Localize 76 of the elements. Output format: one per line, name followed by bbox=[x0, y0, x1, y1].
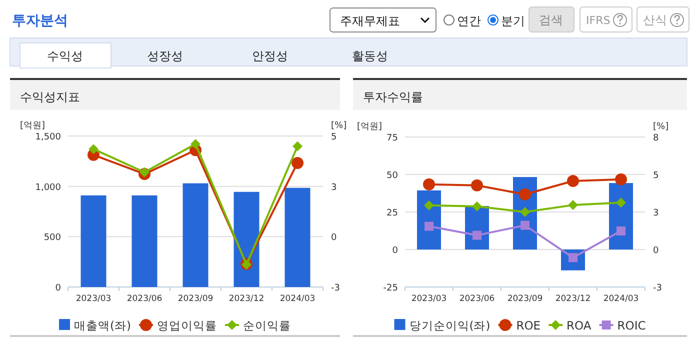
point bbox=[292, 156, 304, 169]
point bbox=[424, 222, 434, 231]
x-tick-label: 2023/03 bbox=[76, 294, 112, 304]
text: 분기 bbox=[501, 14, 525, 28]
y2-tick-label: 5 bbox=[653, 171, 659, 182]
point bbox=[471, 179, 483, 192]
point bbox=[567, 175, 579, 188]
legend-label: 매출액(좌) bbox=[74, 318, 131, 332]
chart-title: 수익성지표 bbox=[20, 90, 80, 104]
y-axis-title: [억원] bbox=[357, 122, 382, 132]
point bbox=[140, 167, 150, 178]
y-tick-label: 1,500 bbox=[35, 132, 62, 142]
point bbox=[190, 139, 200, 150]
text: 성장성 bbox=[147, 49, 183, 63]
text: 안정성 bbox=[252, 49, 288, 63]
y-axis-title: [억원] bbox=[20, 121, 46, 131]
y2-axis-title: [%] bbox=[331, 121, 347, 131]
point bbox=[615, 173, 627, 186]
y2-tick-label: 5 bbox=[331, 132, 337, 142]
point bbox=[424, 200, 434, 210]
y2-tick-label: 0 bbox=[653, 246, 659, 256]
y2-tick-label: -3 bbox=[653, 284, 662, 294]
legend-label: ROE bbox=[516, 318, 541, 332]
text: 투자분석 bbox=[12, 13, 68, 29]
point bbox=[88, 144, 98, 154]
text: 활동성 bbox=[352, 49, 388, 63]
point bbox=[292, 141, 302, 152]
point bbox=[519, 188, 531, 200]
y2-tick-label: 8 bbox=[653, 134, 659, 144]
y2-tick-label: 3 bbox=[331, 182, 337, 193]
y2-tick-label: 3 bbox=[653, 208, 659, 218]
legend-label: 순이익률 bbox=[242, 318, 291, 332]
text: 연간 bbox=[457, 14, 481, 28]
x-tick-label: 2023/09 bbox=[507, 294, 543, 304]
point bbox=[472, 230, 482, 240]
y-tick-label: 500 bbox=[44, 233, 62, 244]
y-tick-label: 25 bbox=[386, 208, 398, 218]
text: 수익성 bbox=[47, 49, 83, 63]
y-tick-label: 75 bbox=[386, 134, 398, 144]
legend-label: ROA bbox=[566, 318, 592, 332]
x-tick-label: 2023/12 bbox=[228, 294, 264, 304]
text: 검색 bbox=[539, 13, 563, 27]
point bbox=[568, 200, 578, 210]
point bbox=[616, 198, 626, 208]
text: 주재무제표 bbox=[340, 14, 400, 28]
x-tick-label: 2024/03 bbox=[280, 294, 316, 304]
y-tick-label: 1,000 bbox=[35, 182, 62, 193]
x-tick-label: 2023/03 bbox=[411, 294, 447, 304]
y-tick-label: 0 bbox=[55, 284, 62, 294]
x-tick-label: 2023/09 bbox=[178, 294, 214, 304]
x-tick-label: 2023/06 bbox=[126, 294, 162, 304]
bar bbox=[80, 195, 106, 287]
bar bbox=[182, 183, 208, 287]
point bbox=[520, 206, 530, 217]
point bbox=[616, 226, 626, 236]
y2-tick-label: 0 bbox=[331, 233, 337, 244]
y2-tick-label: -3 bbox=[331, 284, 340, 294]
bar bbox=[284, 188, 310, 287]
x-tick-label: 2023/06 bbox=[459, 294, 495, 304]
point bbox=[472, 201, 482, 212]
point bbox=[423, 178, 435, 190]
y-tick-label: 50 bbox=[386, 171, 398, 181]
y-tick-label: -25 bbox=[383, 284, 398, 294]
legend-label: 영업이익률 bbox=[156, 318, 217, 332]
legend-label: 당기순이익(좌) bbox=[409, 318, 490, 332]
text: IFRS bbox=[586, 14, 610, 27]
y2-axis-title: [%] bbox=[653, 122, 669, 132]
y-tick-label: 0 bbox=[392, 246, 398, 256]
point bbox=[520, 220, 530, 230]
x-tick-label: 2024/03 bbox=[603, 294, 639, 304]
chart-title: 투자수익률 bbox=[363, 90, 423, 104]
bar bbox=[234, 192, 260, 287]
x-tick-label: 2023/12 bbox=[555, 294, 591, 304]
legend-label: ROIC bbox=[617, 318, 646, 332]
text: 산식 bbox=[643, 13, 667, 27]
bar bbox=[132, 195, 158, 287]
